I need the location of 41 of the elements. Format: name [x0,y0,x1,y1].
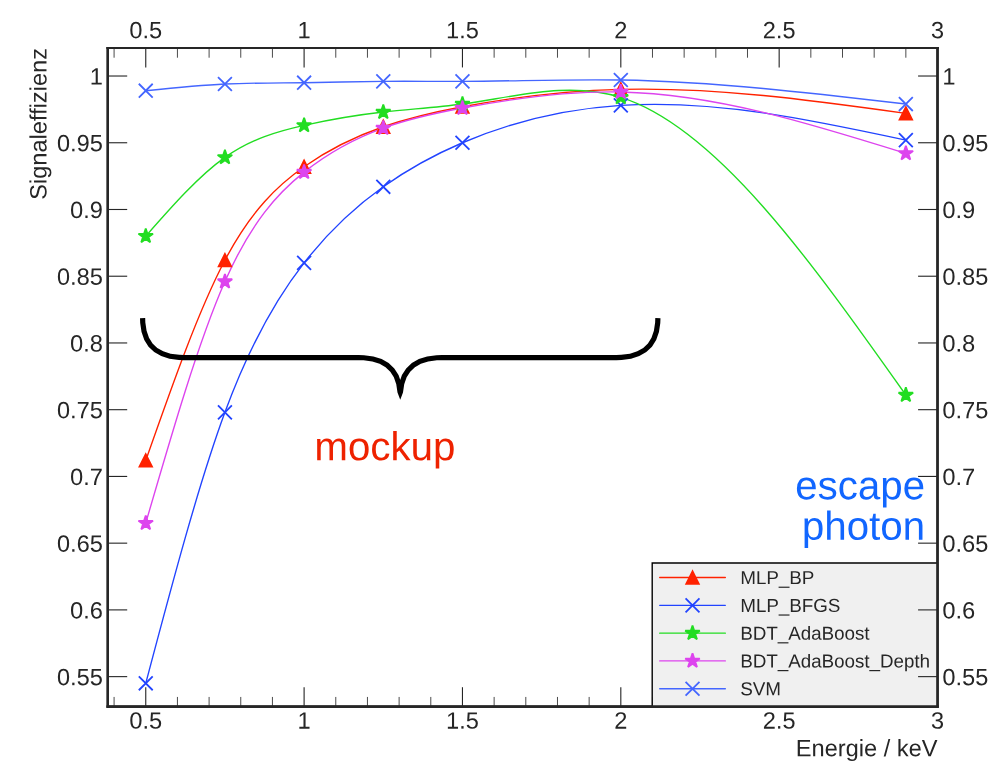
x2-tick-label: 3 [931,21,944,39]
x2-tick-label: 1 [299,21,310,39]
y-tick-label: 0.65 [57,535,102,552]
annotation: mockup [317,431,454,469]
y2-tick-label: 0.65 [943,535,988,552]
legend-label: BDT_AdaBoost [741,626,870,644]
y2-tick-label: 0.85 [943,268,988,286]
y2-tick-label: 0.75 [943,401,988,419]
y-tick-label: 0.55 [57,668,102,686]
x-tick-label: 2 [615,712,627,729]
x2-tick-label: 1.5 [447,21,478,39]
y2-tick-label: 0.8 [943,335,975,352]
y2-tick-label: 0.7 [943,468,975,486]
x-axis-title: Energie / keV [797,739,938,762]
x-tick-label: 3 [931,712,944,729]
y2-tick-label: 0.95 [943,134,988,152]
y-axis-title: Signaleffizienz [29,49,52,199]
y-tick-label: 0.9 [70,201,102,219]
x-tick-label: 0.5 [130,712,162,729]
y-tick-label: 0.85 [57,268,102,286]
x-tick-label: 1.5 [447,712,478,729]
y-tick-label: 0.95 [57,134,102,152]
x-tick-label: 1 [299,712,310,729]
y2-tick-label: 0.9 [943,201,975,219]
x-tick-label: 2.5 [763,712,795,729]
legend-label: MLP_BP [741,571,814,588]
y2-tick-label: 0.55 [943,668,988,686]
legend-label: SVM [741,682,780,696]
y-tick-label: 0.7 [70,468,102,486]
annotation: escape photon [796,477,924,549]
x2-tick-label: 0.5 [130,21,162,39]
legend-label: MLP_BFGS [741,598,840,616]
y-tick-label: 1 [91,68,102,85]
y-tick-label: 0.8 [70,335,102,352]
y2-tick-label: 0.6 [943,601,975,619]
x2-tick-label: 2.5 [763,21,795,39]
x2-tick-label: 2 [615,21,627,39]
y2-tick-label: 1 [944,68,955,85]
y-tick-label: 0.6 [70,601,102,619]
legend-label: BDT_AdaBoost_Depth [741,653,929,672]
y-tick-label: 0.75 [57,401,102,419]
